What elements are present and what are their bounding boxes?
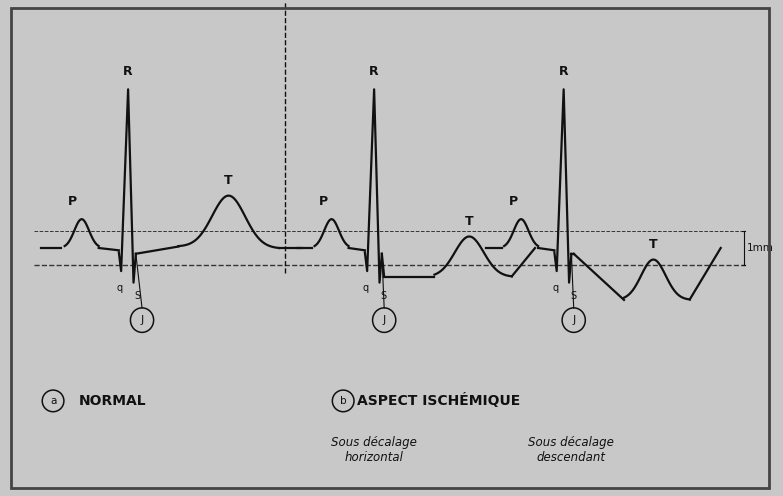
Text: T: T	[225, 175, 233, 187]
Text: q: q	[363, 283, 369, 293]
Text: J: J	[572, 315, 576, 325]
Text: S: S	[135, 291, 140, 301]
Text: P: P	[509, 194, 518, 208]
Text: ASPECT ISCHÉMIQUE: ASPECT ISCHÉMIQUE	[357, 393, 521, 408]
Text: NORMAL: NORMAL	[78, 394, 146, 408]
Text: T: T	[649, 238, 658, 251]
Text: P: P	[319, 194, 328, 208]
Text: J: J	[140, 315, 143, 325]
Text: T: T	[465, 215, 474, 228]
Text: q: q	[552, 283, 558, 293]
Bar	[10, 7, 769, 489]
Text: R: R	[123, 65, 133, 78]
Text: S: S	[381, 291, 387, 301]
Text: a: a	[50, 396, 56, 406]
Text: R: R	[559, 65, 568, 78]
Text: S: S	[570, 291, 576, 301]
Text: Sous décalage
descendant: Sous décalage descendant	[529, 435, 615, 464]
Text: Sous décalage
horizontal: Sous décalage horizontal	[331, 435, 417, 464]
Text: 1mm: 1mm	[747, 243, 774, 253]
Text: J: J	[383, 315, 386, 325]
Text: q: q	[117, 283, 123, 293]
Text: P: P	[68, 194, 77, 208]
Text: b: b	[340, 396, 347, 406]
Text: R: R	[370, 65, 379, 78]
